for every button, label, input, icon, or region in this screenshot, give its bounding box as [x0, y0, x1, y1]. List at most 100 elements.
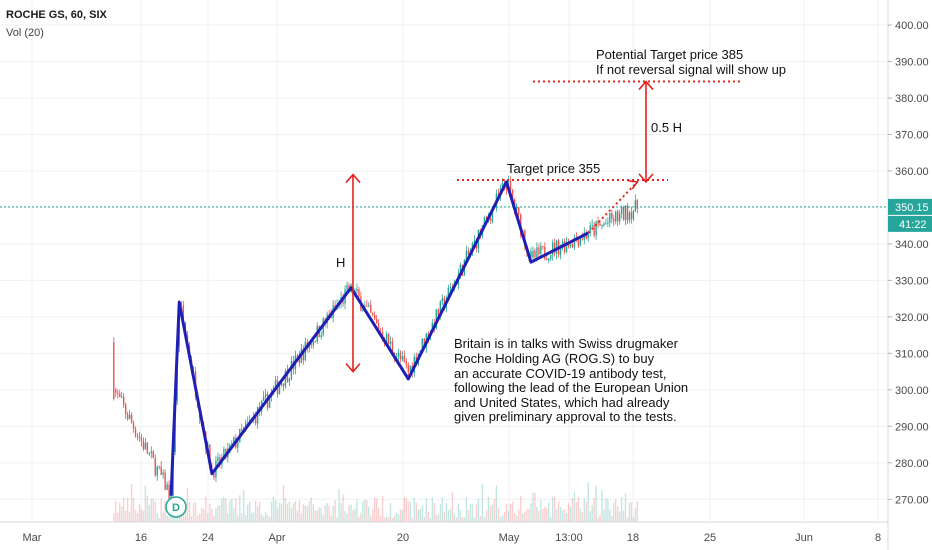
time-axis[interactable]: Mar 16 24 Apr 20 May 13:00 18 25 Jun 8 [0, 521, 888, 544]
price-tick-label: 360.00 [895, 166, 929, 178]
candle-body [405, 361, 408, 365]
volume-bar [383, 517, 386, 522]
volume-bar [503, 512, 506, 522]
candle-body [130, 414, 133, 423]
volume-bar [479, 515, 482, 522]
volume-bar [213, 515, 215, 522]
candle-body [607, 222, 609, 224]
candle-body [421, 338, 424, 351]
volume-bar [534, 493, 536, 522]
volume-bar [243, 490, 245, 522]
price-tick-label: 320.00 [895, 312, 929, 324]
volume-bar [413, 497, 415, 522]
volume-bar [201, 507, 203, 522]
volume-bar [445, 503, 448, 522]
volume-bar [429, 517, 432, 522]
candle-body [358, 289, 360, 297]
price-axis[interactable]: 270.00 280.00 290.00 300.00 310.00 320.00 330.… [887, 0, 929, 550]
candle-body [134, 428, 137, 437]
volume-bar [370, 515, 372, 522]
volume-bar [140, 509, 143, 522]
volume-bar [366, 500, 368, 522]
candle-body [467, 250, 470, 255]
candle-body [320, 335, 322, 338]
candle-body [264, 393, 267, 397]
volume-bar [237, 515, 239, 522]
candle-body [615, 211, 617, 222]
candle-body [385, 333, 388, 344]
volume-bar [632, 516, 635, 522]
volume-bar [300, 512, 303, 522]
volume-bar [221, 498, 223, 522]
volume-bar [605, 497, 607, 522]
volume-bar [522, 513, 524, 522]
candle-body [182, 305, 185, 323]
volume-bar [245, 515, 247, 522]
volume-bar [146, 496, 149, 522]
candle-body [254, 415, 257, 424]
candle-body [399, 352, 402, 360]
volume-bar [453, 514, 456, 522]
candle-body [507, 180, 510, 182]
candle-body [532, 250, 534, 259]
volume-bar [184, 506, 187, 522]
volume-bar [196, 515, 199, 522]
news-line-4: following the lead of the European Union [454, 380, 688, 395]
volume-bar [302, 504, 305, 522]
news-line-3: an accurate COVID-19 antibody test, [454, 366, 666, 381]
volume-bar [348, 505, 350, 522]
volume-bar [441, 497, 444, 522]
volume-bar [567, 503, 570, 522]
volume-bars [113, 482, 639, 522]
volume-bar [615, 499, 617, 522]
volume-indicator-label[interactable]: Vol (20) [6, 27, 44, 39]
candle-body [372, 312, 374, 315]
projection-arrow-head [628, 180, 639, 190]
volume-bar [225, 498, 227, 522]
volume-bar [389, 502, 392, 522]
candle-body [282, 383, 285, 387]
symbol-title[interactable]: ROCHE GS, 60, SIX [6, 9, 107, 21]
candle-body [613, 219, 615, 222]
volume-bar [546, 507, 548, 522]
volume-bar [487, 496, 490, 522]
volume-bar [328, 505, 330, 522]
volume-bar [475, 504, 478, 522]
volume-bar [364, 499, 366, 522]
volume-bar [239, 495, 241, 522]
price-tick-label: 300.00 [895, 385, 929, 397]
volume-bar [262, 516, 265, 522]
volume-bar [628, 502, 631, 522]
candle-body [119, 393, 121, 397]
volume-bar [493, 498, 496, 522]
candle-body [237, 442, 239, 448]
dividend-badge[interactable]: D [165, 496, 187, 518]
volume-bar [540, 500, 542, 522]
volume-bar [536, 506, 538, 522]
volume-bar [447, 510, 450, 522]
volume-bar [423, 517, 426, 522]
time-tick-label: Apr [268, 532, 285, 544]
h-arrow-head-bottom [345, 363, 361, 373]
volume-bar [409, 501, 411, 522]
volume-bar [401, 510, 404, 522]
volume-bar [164, 501, 166, 522]
volume-bar [569, 507, 572, 522]
candle-body [553, 242, 556, 254]
annotations [345, 80, 741, 373]
volume-bar [481, 483, 484, 522]
candle-body [540, 246, 542, 255]
candle-body [144, 442, 147, 450]
candle-body [626, 205, 629, 221]
volume-bar [518, 509, 520, 522]
volume-bar [162, 512, 164, 522]
candle-body [379, 331, 382, 333]
candle-body [140, 438, 143, 441]
last-price-tag: 350.15 41:22 [888, 198, 932, 232]
candle-body [591, 225, 593, 227]
dividend-badge-label: D [172, 502, 180, 514]
volume-bar [136, 512, 139, 522]
volume-bar [397, 514, 400, 522]
volume-bar [636, 501, 639, 522]
